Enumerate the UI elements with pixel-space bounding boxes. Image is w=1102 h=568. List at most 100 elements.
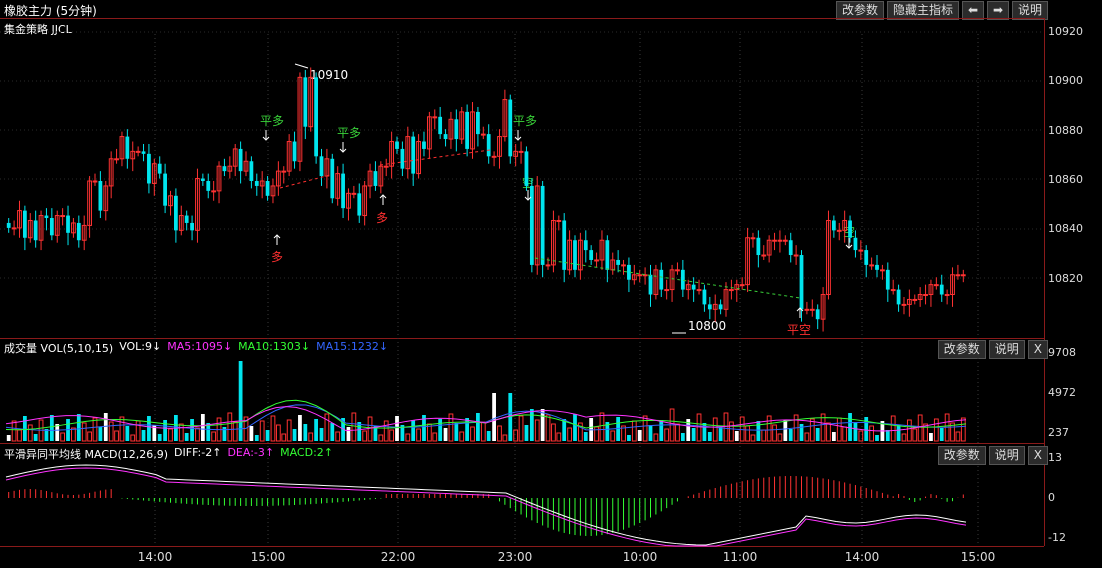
candle-body xyxy=(66,215,70,233)
volume-bar xyxy=(885,430,890,441)
main-toolbar: 改参数 隐藏主指标 ⬅ ➡ 说明 xyxy=(833,1,1048,20)
volume-bar xyxy=(545,414,551,442)
candle-body xyxy=(330,158,335,199)
volume-bar xyxy=(508,393,513,441)
candle-body xyxy=(761,254,767,257)
candle-body xyxy=(804,308,810,311)
signal-close-long: 平多 xyxy=(513,114,538,128)
candle-body xyxy=(362,185,368,217)
candle-body xyxy=(130,150,136,160)
candle-body xyxy=(799,255,804,310)
volume-close-button[interactable]: X xyxy=(1027,340,1048,359)
low-price-label: 10800 xyxy=(688,319,727,333)
volume-bar xyxy=(750,434,756,442)
volume-panel-buttons: 改参数 说明 X xyxy=(935,340,1048,359)
candle-body xyxy=(853,237,858,251)
volume-bar xyxy=(761,429,767,442)
volume-value: VOL:9↓ xyxy=(119,340,162,353)
volume-bar xyxy=(605,422,610,441)
time-tick: 15:00 xyxy=(250,550,286,564)
volume-bar xyxy=(896,425,901,441)
candle-body xyxy=(739,284,745,287)
signal-arrow-down xyxy=(339,148,347,153)
candle-body xyxy=(923,294,928,297)
volume-bar xyxy=(395,416,399,441)
trend-line xyxy=(534,257,801,299)
candle-body xyxy=(92,180,98,183)
candle-body xyxy=(642,274,648,277)
volume-bar xyxy=(858,430,864,442)
candle-body xyxy=(211,190,217,193)
candle-body xyxy=(627,264,631,280)
candle-body xyxy=(190,222,194,231)
candle-body xyxy=(125,136,130,159)
candle-body xyxy=(734,284,740,291)
macd-params-button[interactable]: 改参数 xyxy=(937,446,986,465)
candle-body xyxy=(200,178,205,181)
help-button[interactable]: 说明 xyxy=(1011,1,1048,20)
candle-body xyxy=(880,269,885,272)
volume-bar xyxy=(577,422,583,442)
candle-body xyxy=(664,289,670,292)
volume-tick: 237 xyxy=(1048,426,1069,439)
volume-bar xyxy=(308,432,314,442)
hide-main-indicator-button[interactable]: 隐藏主指标 xyxy=(886,1,959,20)
volume-bar xyxy=(734,431,739,441)
volume-bar xyxy=(890,415,896,442)
volume-bar xyxy=(955,431,961,442)
arrow-right-icon[interactable]: ➡ xyxy=(986,1,1009,20)
volume-bar xyxy=(929,433,933,441)
trend-line xyxy=(379,149,491,166)
volume-bar xyxy=(627,435,631,441)
volume-bar xyxy=(200,414,205,441)
xaxis-divider xyxy=(0,546,1044,547)
volume-help-button[interactable]: 说明 xyxy=(988,340,1025,359)
volume-bar xyxy=(443,428,448,441)
price-axis-border xyxy=(1044,18,1045,546)
volume-bar xyxy=(324,413,330,442)
volume-bar xyxy=(411,420,416,441)
candle-body xyxy=(314,77,318,157)
macd-close-button[interactable]: X xyxy=(1027,446,1048,465)
high-marker xyxy=(294,63,309,69)
volume-bar xyxy=(826,422,831,442)
volume-bar xyxy=(168,428,173,442)
candle-body xyxy=(685,284,691,291)
macd-help-button[interactable]: 说明 xyxy=(988,446,1025,465)
volume-bar xyxy=(108,421,114,442)
candle-body xyxy=(470,111,475,150)
volume-bar xyxy=(76,414,81,441)
volume-bar xyxy=(524,425,529,441)
candle-body xyxy=(912,298,918,301)
volume-bar xyxy=(939,428,944,441)
volume-bar xyxy=(476,413,480,441)
candle-body xyxy=(98,181,103,211)
candle-body xyxy=(508,99,513,157)
time-tick: 11:00 xyxy=(722,550,758,564)
volume-bar xyxy=(114,430,119,442)
candle-body xyxy=(960,274,966,277)
arrow-left-icon[interactable]: ⬅ xyxy=(961,1,984,20)
volume-bar xyxy=(270,415,276,442)
candle-body xyxy=(448,118,454,140)
volume-bar xyxy=(766,415,772,442)
candle-body xyxy=(476,111,480,135)
candle-body xyxy=(933,284,939,287)
volume-bar xyxy=(141,430,146,441)
volume-bar xyxy=(610,430,616,442)
macd-name: 平滑异同平均线 MACD(12,26,9) xyxy=(4,448,169,461)
candle-body xyxy=(875,264,879,270)
volume-bar xyxy=(540,409,545,441)
volume-bar xyxy=(686,419,691,441)
params-button[interactable]: 改参数 xyxy=(835,1,884,20)
candle-body xyxy=(718,304,723,310)
candle-body xyxy=(573,240,577,270)
candle-body xyxy=(81,224,87,241)
candle-body xyxy=(545,264,551,267)
volume-bar xyxy=(351,412,357,442)
signal-long: 多 xyxy=(376,211,389,225)
volume-bar xyxy=(459,431,465,442)
signal-arrow-down xyxy=(262,136,270,141)
volume-params-button[interactable]: 改参数 xyxy=(937,340,986,359)
candle-body xyxy=(648,274,653,295)
